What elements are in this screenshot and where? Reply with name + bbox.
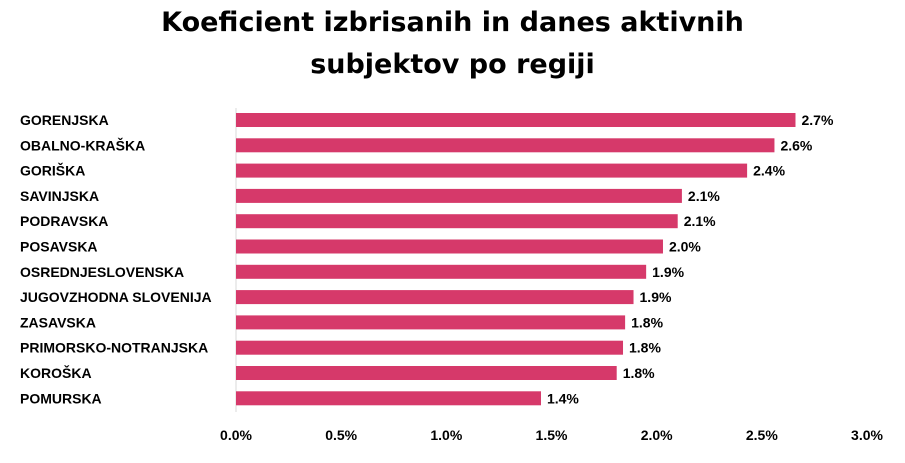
chart-title-line-1: Koeficient izbrisanih in danes aktivnih: [161, 7, 744, 38]
category-label: KOROŠKA: [20, 364, 92, 381]
x-tick-label: 0.5%: [325, 427, 357, 443]
category-labels: GORENJSKA OBALNO-KRAŠKA GORIŠKA SAVINJSKA PO…: [20, 112, 212, 406]
x-axis-ticks: 0.0% 0.5% 1.0% 1.5% 2.0% 2.5% 3.0%: [220, 427, 883, 443]
category-label: POSAVSKA: [20, 239, 98, 255]
bar: [236, 188, 682, 203]
value-label: 1.8%: [629, 340, 661, 356]
category-label: SAVINJSKA: [20, 188, 99, 204]
value-label: 1.4%: [547, 390, 579, 406]
x-tick-label: 3.0%: [851, 427, 883, 443]
category-label: GORIŠKA: [20, 162, 85, 179]
value-label: 1.9%: [640, 289, 672, 305]
x-tick-label: 2.5%: [746, 427, 778, 443]
value-label: 2.6%: [780, 137, 812, 153]
bar: [236, 290, 634, 305]
category-label: ZASAVSKA: [20, 314, 96, 330]
value-label: 1.9%: [652, 264, 684, 280]
category-label: OBALNO-KRAŠKA: [20, 136, 145, 153]
x-tick-label: 1.0%: [430, 427, 462, 443]
bar: [236, 366, 617, 380]
x-tick-label: 0.0%: [220, 427, 252, 443]
value-label: 2.4%: [753, 163, 785, 179]
value-label: 2.1%: [688, 188, 720, 204]
bar: [236, 264, 647, 279]
value-label: 2.0%: [669, 239, 701, 255]
value-label: 2.7%: [801, 112, 833, 128]
chart-title-line-2: subjektov po regiji: [310, 49, 595, 80]
x-tick-label: 1.5%: [536, 427, 568, 443]
value-label: 1.8%: [623, 365, 655, 381]
bar: [236, 340, 624, 355]
category-label: PRIMORSKO-NOTRANJSKA: [20, 340, 208, 356]
bar: [236, 239, 663, 254]
value-labels: 2.7% 2.6% 2.4% 2.1% 2.1% 2.0% 1.9% 1.9% 1.8% 1.8%…: [547, 112, 834, 406]
bar: [236, 391, 541, 406]
chart-title: Koeficient izbrisanih in danes aktivnih …: [0, 2, 905, 86]
value-label: 1.8%: [631, 314, 663, 330]
category-label: GORENJSKA: [20, 112, 109, 128]
bar: [236, 113, 796, 127]
bar: [236, 138, 775, 153]
bars-layer: [236, 113, 796, 406]
category-label: JUGOVZHODNA SLOVENIJA: [20, 289, 212, 305]
bar: [236, 163, 748, 178]
category-label: OSREDNJESLOVENSKA: [20, 264, 184, 280]
category-label: POMURSKA: [20, 390, 102, 406]
bar: [236, 214, 678, 229]
bar: [236, 315, 626, 330]
x-tick-label: 2.0%: [641, 427, 673, 443]
value-label: 2.1%: [684, 213, 716, 229]
category-label: PODRAVSKA: [20, 213, 108, 229]
